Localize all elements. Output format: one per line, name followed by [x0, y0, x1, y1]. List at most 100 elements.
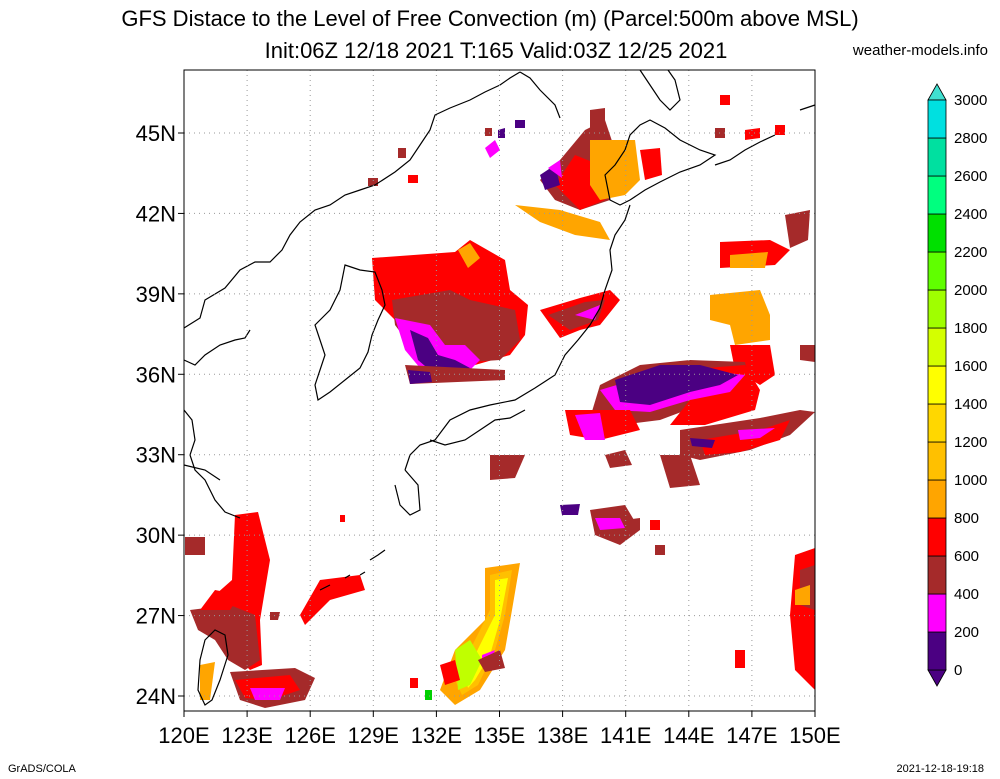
field-patch-brown: [490, 455, 525, 480]
colorbar-label: 600: [954, 548, 979, 565]
colorbar-swatch: [927, 289, 947, 329]
colorbar-label: 1000: [954, 472, 987, 489]
lon-label: 132E: [411, 723, 462, 748]
field-patch-red: [720, 95, 730, 105]
field-patch-magenta: [575, 305, 600, 320]
lon-label: 147E: [726, 723, 777, 748]
coastline-segment: [404, 204, 631, 471]
lat-label: 33N: [136, 443, 176, 468]
field-patch-red: [408, 175, 418, 183]
colorbar-swatch: [927, 631, 947, 671]
field-patch-green: [425, 690, 432, 700]
field-patch-red: [340, 515, 345, 522]
field-patch-brown: [185, 537, 205, 555]
field-patch-brown: [368, 178, 378, 186]
colorbar-swatch: [927, 441, 947, 481]
coastline-segment: [714, 134, 776, 166]
footer-software: GrADS/COLA: [8, 763, 76, 775]
coastline-segment: [197, 629, 229, 706]
site-label: weather-models.info: [852, 42, 988, 59]
colorbar-top-arrow: [927, 83, 947, 101]
field-patch-red: [735, 650, 745, 668]
colorbar-swatch: [927, 137, 947, 177]
field-patch-purple: [615, 365, 738, 405]
lat-label: 36N: [136, 362, 176, 387]
field-patch-red: [640, 148, 662, 180]
coastline-segment: [314, 264, 386, 401]
field-patch-red: [440, 660, 460, 685]
field-patch-yellowgreen: [455, 640, 482, 690]
field-patch-magenta: [250, 688, 285, 700]
lon-label: 150E: [789, 723, 840, 748]
field-patch-orange: [590, 140, 640, 200]
field-patch-brown: [800, 345, 815, 362]
colorbar-swatch: [927, 365, 947, 405]
lon-label: 129E: [348, 723, 399, 748]
field-patch-brown: [605, 450, 632, 468]
field-patch-brown: [478, 650, 505, 672]
coastline-segment: [183, 329, 251, 366]
lon-label: 135E: [474, 723, 525, 748]
data-field-layer: [185, 95, 815, 708]
lon-label: 123E: [221, 723, 272, 748]
field-patch-brown: [655, 545, 665, 555]
field-patch-brown: [660, 455, 700, 488]
field-patch-magenta: [595, 518, 625, 530]
colorbar-label: 2400: [954, 206, 987, 223]
coastline-segment: [519, 71, 561, 119]
field-patch-magenta: [548, 160, 562, 178]
lat-label: 42N: [136, 201, 176, 226]
field-patch-orange: [515, 205, 610, 240]
colorbar-swatch: [927, 99, 947, 139]
field-patch-red: [235, 675, 300, 700]
colorbar-label: 2000: [954, 282, 987, 299]
colorbar-label: 200: [954, 624, 979, 641]
field-patch-orange: [795, 585, 810, 605]
coastline-segment: [429, 409, 526, 446]
field-patch-purple: [410, 330, 470, 374]
colorbar-label: 1400: [954, 396, 987, 413]
colorbar-label: 400: [954, 586, 979, 603]
field-patch-brown: [785, 210, 810, 248]
field-patch-purple: [408, 370, 432, 384]
field-patch-red: [300, 575, 365, 625]
colorbar-swatch: [927, 403, 947, 443]
field-patch-purple: [690, 438, 715, 448]
lon-label: 138E: [537, 723, 588, 748]
colorbar-swatch: [927, 479, 947, 519]
colorbar-label: 0: [954, 662, 962, 679]
longitude-labels: 120E 123E 126E 129E 132E 135E 138E 141E 144E 147E…: [158, 711, 841, 748]
colorbar-label: 1200: [954, 434, 987, 451]
coastline-segment: [604, 119, 717, 206]
coastline-segment: [183, 409, 241, 519]
field-patch-orange: [710, 290, 770, 345]
lon-label: 126E: [285, 723, 336, 748]
field-patch-brown: [625, 518, 640, 530]
coastline-segment: [183, 71, 521, 329]
lon-label: 144E: [663, 723, 714, 748]
field-patch-red: [730, 345, 775, 385]
coastline-segment: [799, 104, 816, 111]
field-patch-orange: [730, 252, 768, 268]
lat-label: 45N: [136, 121, 176, 146]
colorbar-swatch: [927, 593, 947, 633]
colorbar-label: 800: [954, 510, 979, 527]
title-line-2: Init:06Z 12/18 2021 T:165 Valid:03Z 12/2…: [264, 38, 728, 63]
colorbar: 0 200 400 600 800 1000 1200 1400 1600 1800 2000 220…: [927, 83, 987, 687]
colorbar-swatch: [927, 555, 947, 595]
colorbar-swatch: [927, 251, 947, 291]
field-patch-red: [410, 678, 418, 688]
colorbar-swatch: [927, 327, 947, 367]
lat-label: 24N: [136, 684, 176, 709]
colorbar-label: 1600: [954, 358, 987, 375]
field-patch-magenta: [485, 140, 500, 158]
coastline-segment: [369, 549, 386, 561]
colorbar-label: 2600: [954, 168, 987, 185]
colorbar-label: 3000: [954, 92, 987, 109]
field-patch-red: [745, 128, 760, 140]
colorbar-label: 1800: [954, 320, 987, 337]
coastline-segment: [183, 464, 221, 481]
coastline-segment: [394, 469, 421, 516]
field-patch-orange: [458, 243, 480, 268]
